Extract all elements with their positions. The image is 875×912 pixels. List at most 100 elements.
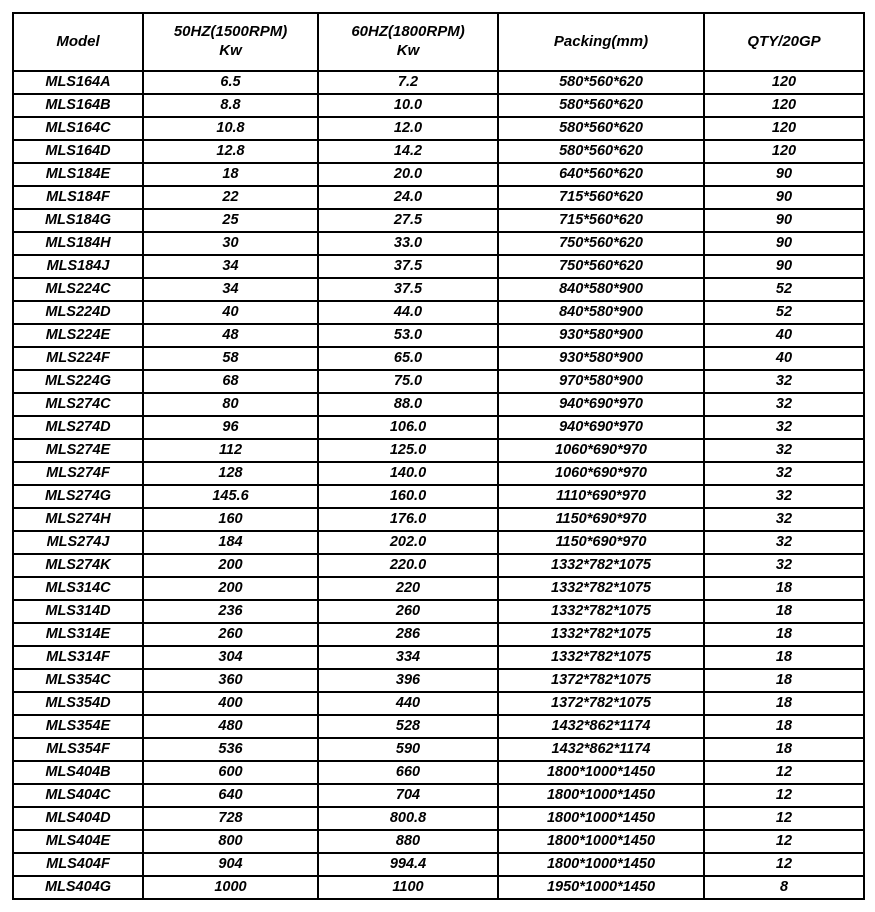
table-row: MLS404C6407041800*1000*145012 [13,784,864,807]
cell: 96 [143,416,318,439]
cell: 480 [143,715,318,738]
cell: 10.8 [143,117,318,140]
cell: MLS224E [13,324,143,347]
cell: MLS274G [13,485,143,508]
cell: 750*560*620 [498,255,704,278]
cell: 1332*782*1075 [498,554,704,577]
cell: 34 [143,255,318,278]
cell: 32 [704,393,864,416]
cell: MLS274F [13,462,143,485]
cell: 20.0 [318,163,498,186]
cell: 600 [143,761,318,784]
cell: 660 [318,761,498,784]
table-row: MLS224E4853.0930*580*90040 [13,324,864,347]
cell: 12 [704,761,864,784]
cell: 18 [704,692,864,715]
cell: 40 [704,347,864,370]
cell: 286 [318,623,498,646]
cell: MLS314D [13,600,143,623]
cell: 90 [704,186,864,209]
cell: 18 [143,163,318,186]
cell: 18 [704,600,864,623]
cell: MLS354E [13,715,143,738]
col-header-text: 50HZ(1500RPM) [150,23,311,42]
cell: 6.5 [143,71,318,94]
cell: 106.0 [318,416,498,439]
cell: MLS224D [13,301,143,324]
cell: 220 [318,577,498,600]
cell: 260 [318,600,498,623]
cell: 32 [704,554,864,577]
cell: 728 [143,807,318,830]
cell: 32 [704,531,864,554]
table-row: MLS274J184202.01150*690*97032 [13,531,864,554]
cell: 176.0 [318,508,498,531]
cell: 12 [704,853,864,876]
cell: 1332*782*1075 [498,646,704,669]
cell: 12.0 [318,117,498,140]
cell: 1800*1000*1450 [498,784,704,807]
cell: 750*560*620 [498,232,704,255]
cell: 202.0 [318,531,498,554]
cell: MLS404G [13,876,143,899]
cell: MLS274K [13,554,143,577]
table-row: MLS184J3437.5750*560*62090 [13,255,864,278]
cell: 1372*782*1075 [498,692,704,715]
cell: MLS274D [13,416,143,439]
cell: MLS404F [13,853,143,876]
cell: 160.0 [318,485,498,508]
col-header-text: QTY/20GP [711,33,857,52]
cell: 360 [143,669,318,692]
table-row: MLS164C10.812.0580*560*620120 [13,117,864,140]
table-row: MLS354E4805281432*862*117418 [13,715,864,738]
cell: 18 [704,738,864,761]
table-header: Model 50HZ(1500RPM) Kw 60HZ(1800RPM) Kw … [13,13,864,71]
table-row: MLS184G2527.5715*560*62090 [13,209,864,232]
table-row: MLS224F5865.0930*580*90040 [13,347,864,370]
cell: 528 [318,715,498,738]
table-row: MLS404B6006601800*1000*145012 [13,761,864,784]
cell: 7.2 [318,71,498,94]
cell: MLS224C [13,278,143,301]
table-row: MLS184E1820.0640*560*62090 [13,163,864,186]
table-row: MLS184F2224.0715*560*62090 [13,186,864,209]
cell: 704 [318,784,498,807]
cell: 590 [318,738,498,761]
cell: 32 [704,439,864,462]
cell: 40 [704,324,864,347]
cell: 27.5 [318,209,498,232]
cell: 1800*1000*1450 [498,853,704,876]
cell: 1800*1000*1450 [498,761,704,784]
cell: 880 [318,830,498,853]
cell: MLS184F [13,186,143,209]
cell: 88.0 [318,393,498,416]
cell: 440 [318,692,498,715]
cell: 32 [704,370,864,393]
col-header-60hz: 60HZ(1800RPM) Kw [318,13,498,71]
cell: MLS224G [13,370,143,393]
cell: 48 [143,324,318,347]
table-row: MLS224C3437.5840*580*90052 [13,278,864,301]
table-row: MLS164A6.57.2580*560*620120 [13,71,864,94]
table-row: MLS314D2362601332*782*107518 [13,600,864,623]
table-row: MLS274G145.6160.01110*690*97032 [13,485,864,508]
cell: 304 [143,646,318,669]
table-row: MLS164D12.814.2580*560*620120 [13,140,864,163]
cell: 68 [143,370,318,393]
cell: 10.0 [318,94,498,117]
cell: 640*560*620 [498,163,704,186]
cell: 18 [704,669,864,692]
cell: MLS274C [13,393,143,416]
cell: 536 [143,738,318,761]
cell: 1100 [318,876,498,899]
cell: 12 [704,784,864,807]
cell: 800.8 [318,807,498,830]
cell: 994.4 [318,853,498,876]
cell: 200 [143,554,318,577]
cell: 930*580*900 [498,324,704,347]
col-header-text: Model [20,33,136,52]
cell: 236 [143,600,318,623]
cell: 640 [143,784,318,807]
cell: 24.0 [318,186,498,209]
cell: 125.0 [318,439,498,462]
